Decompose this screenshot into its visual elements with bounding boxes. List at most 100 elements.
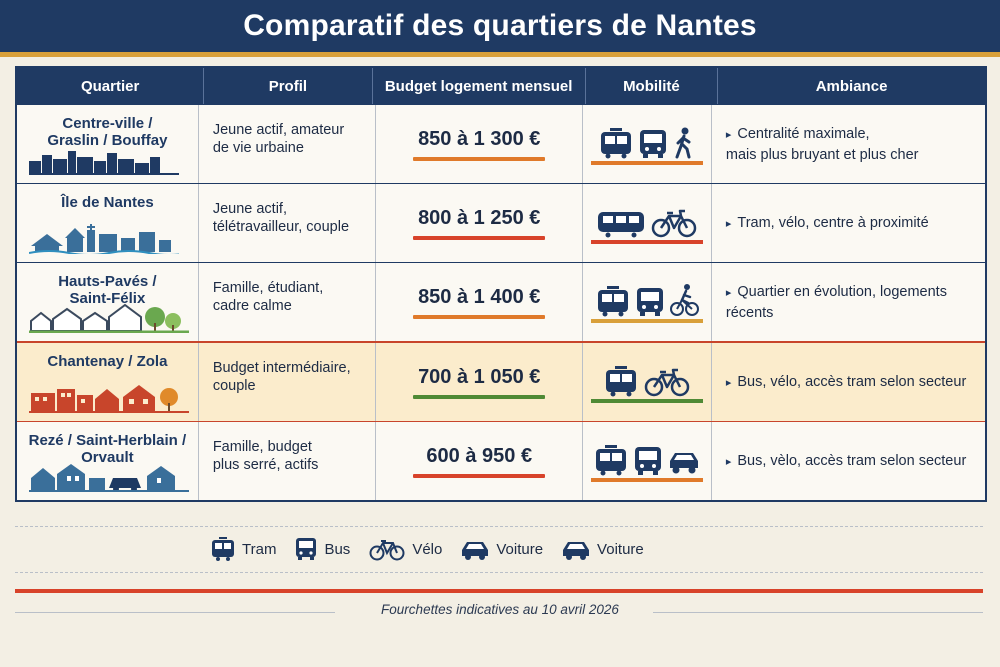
footer-line xyxy=(653,612,983,613)
budget-cell: 700 à 1 050 € xyxy=(376,343,584,421)
budget-value: 850 à 1 300 € xyxy=(418,127,541,150)
profil-cell: Jeune actif, télétravailleur, couple xyxy=(199,184,377,262)
legend-label: Tram xyxy=(242,540,277,558)
budget-underline xyxy=(413,156,546,161)
bus-icon xyxy=(296,538,317,560)
bike-icon xyxy=(651,209,697,238)
tram-icon xyxy=(598,286,629,317)
profil-line: télétravailleur, couple xyxy=(212,219,350,235)
profil-cell: Budget intermédiaire, couple xyxy=(199,343,377,421)
quartier-line: Rezé / Saint-Herblain / xyxy=(28,432,187,449)
bullet-icon: ▸ xyxy=(725,128,732,141)
bus-icon xyxy=(637,288,664,316)
header-profil: Profil xyxy=(204,68,373,104)
budget-cell: 850 à 1 300 € xyxy=(376,105,584,183)
quartier-cell: Hauts-Pavés / Saint-Félix xyxy=(17,263,199,341)
budget-value: 600 à 950 € xyxy=(426,444,533,467)
bullet-icon: ▸ xyxy=(725,286,732,299)
ambiance-line: Quartier en évolution, logements récents xyxy=(725,283,947,321)
legend-label: Voiture xyxy=(496,540,544,558)
header-quartier: Quartier xyxy=(17,68,205,104)
tram-icon xyxy=(212,537,234,561)
table-header: Quartier Profil Budget logement mensuel … xyxy=(17,68,985,104)
mobilite-underline xyxy=(591,319,704,323)
mobilite-cell xyxy=(583,263,712,341)
profil-line: plus serré, actifs xyxy=(212,457,319,473)
mobilite-cell xyxy=(583,105,712,183)
quartier-name: Centre-ville / Graslin / Bouffay xyxy=(17,105,198,149)
profil-line: couple xyxy=(212,378,256,394)
ambiance-cell: ▸ Bus, vélo, accès tram selon secteur xyxy=(712,343,985,421)
bullet-icon: ▸ xyxy=(725,376,732,389)
quartier-cell: Île de Nantes xyxy=(17,184,199,262)
ambiance-cell: ▸ Bus, vèlo, accès tram selon secteur xyxy=(712,422,985,500)
profil-line: Famille, étudiant, xyxy=(212,280,324,296)
legend-item-velo: Vélo xyxy=(368,537,442,561)
budget-cell: 600 à 950 € xyxy=(376,422,584,500)
island-skyline-icon xyxy=(29,224,179,254)
bullet-icon: ▸ xyxy=(725,217,732,230)
budget-value: 700 à 1 050 € xyxy=(418,365,541,388)
ambiance-line: Tram, vélo, centre à proximité xyxy=(737,214,929,231)
table-row: Île de Nantes Jeune actif, télétravaille… xyxy=(17,183,985,262)
quartier-cell: Centre-ville / Graslin / Bouffay xyxy=(17,105,199,183)
footer-note: Fourchettes indicatives au 10 avril 2026 xyxy=(381,602,619,617)
budget-value: 800 à 1 250 € xyxy=(418,206,541,229)
quartier-line: Orvault xyxy=(81,449,134,466)
budget-underline xyxy=(413,394,546,399)
ambiance-cell: ▸ Quartier en évolution, logements récent… xyxy=(712,263,985,341)
bullet-icon: ▸ xyxy=(725,455,732,468)
car-icon xyxy=(670,453,699,474)
quartier-name: Chantenay / Zola xyxy=(17,343,198,370)
budget-underline xyxy=(413,473,546,478)
ambiance-line: Bus, vèlo, accès tram selon secteur xyxy=(737,452,967,469)
budget-underline xyxy=(413,314,546,319)
quartier-line: Chantenay / Zola xyxy=(47,353,168,370)
legend-label: Voiture xyxy=(597,540,644,558)
legend-item-voiture: Voiture xyxy=(460,537,543,561)
tram-icon xyxy=(598,212,645,238)
quartier-line: Île de Nantes xyxy=(61,194,154,211)
suburb-skyline-icon xyxy=(29,464,189,492)
table-row: Rezé / Saint-Herblain / Orvault Famille,… xyxy=(17,422,985,500)
legend-item-voiture-2: Voiture xyxy=(561,537,644,561)
mobilite-cell xyxy=(583,184,712,262)
table-row: Centre-ville / Graslin / Bouffay Jeune a… xyxy=(17,104,985,183)
profil-line: Jeune actif, xyxy=(212,201,287,217)
profil-line: de vie urbaine xyxy=(212,140,304,156)
accent-divider xyxy=(15,589,983,593)
town-skyline-icon xyxy=(29,385,189,413)
legend-item-tram: Tram xyxy=(210,536,276,562)
residential-skyline-icon xyxy=(29,303,189,333)
header-budget: Budget logement mensuel xyxy=(373,68,586,104)
profil-line: Budget intermédiaire, xyxy=(212,360,351,376)
bike-icon xyxy=(369,540,405,561)
quartier-line: Saint-Félix xyxy=(69,290,146,307)
profil-cell: Jeune actif, amateur de vie urbaine xyxy=(199,105,377,183)
quartier-cell: Rezé / Saint-Herblain / Orvault xyxy=(17,422,199,500)
mobilite-underline xyxy=(591,161,704,165)
tram-icon xyxy=(601,128,632,159)
header-ambiance: Ambiance xyxy=(815,77,888,95)
quartier-line: Hauts-Pavés / xyxy=(58,273,157,290)
mobilite-cell xyxy=(583,422,712,500)
quartier-name: Hauts-Pavés / Saint-Félix xyxy=(17,263,198,307)
mobilite-cell xyxy=(583,343,712,421)
ambiance-cell: ▸ Centralité maximale, mais plus bruyant … xyxy=(712,105,985,183)
title-bar: Comparatif des quartiers de Nantes xyxy=(0,0,1000,57)
cyclist-icon xyxy=(670,284,700,316)
mobilite-underline xyxy=(591,240,704,244)
bus-icon xyxy=(640,130,667,158)
tram-icon xyxy=(606,366,637,397)
profil-cell: Famille, budget plus serré, actifs xyxy=(199,422,377,500)
footer: Fourchettes indicatives au 10 avril 2026 xyxy=(0,602,1000,617)
profil-line: Famille, budget xyxy=(212,439,312,455)
mobilite-underline xyxy=(591,399,704,403)
bus-icon xyxy=(635,447,662,475)
ambiance-line: Centralité maximale, xyxy=(737,125,870,142)
bike-icon xyxy=(644,368,690,397)
quartier-line: Centre-ville / xyxy=(62,115,153,132)
quartier-cell: Chantenay / Zola xyxy=(17,343,199,421)
budget-underline xyxy=(413,235,546,240)
page-title: Comparatif des quartiers de Nantes xyxy=(243,9,757,42)
